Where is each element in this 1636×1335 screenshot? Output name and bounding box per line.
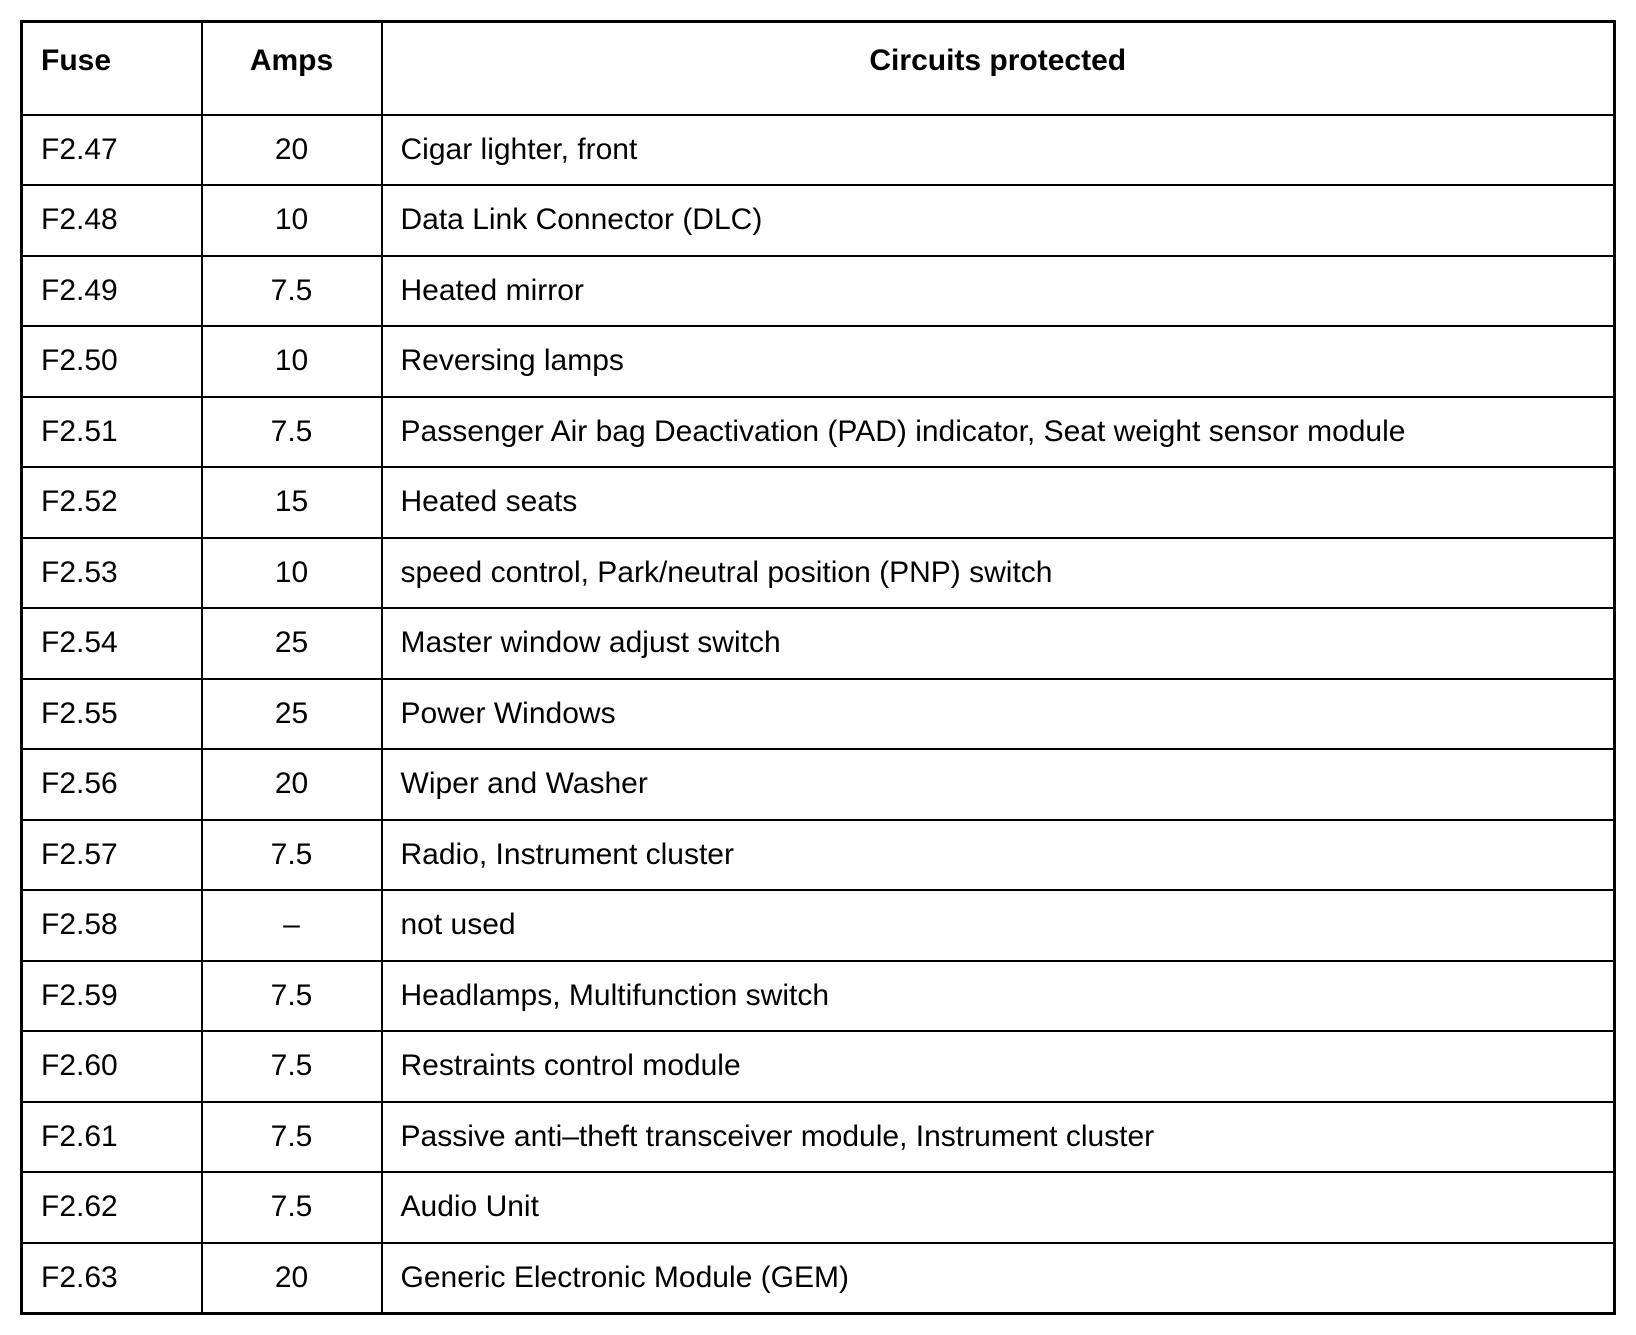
- cell-amps: 10: [202, 326, 382, 397]
- cell-circuits: Radio, Instrument cluster: [382, 820, 1615, 891]
- cell-circuits: Passenger Air bag Deactivation (PAD) ind…: [382, 397, 1615, 468]
- table-row: F2.5310speed control, Park/neutral posit…: [22, 538, 1615, 609]
- cell-amps: –: [202, 890, 382, 961]
- cell-circuits: Generic Electronic Module (GEM): [382, 1243, 1615, 1314]
- cell-fuse: F2.47: [22, 115, 202, 186]
- cell-fuse: F2.60: [22, 1031, 202, 1102]
- cell-circuits: Headlamps, Multifunction switch: [382, 961, 1615, 1032]
- cell-amps: 20: [202, 749, 382, 820]
- cell-amps: 7.5: [202, 961, 382, 1032]
- cell-circuits: Data Link Connector (DLC): [382, 185, 1615, 256]
- table-row: F2.5525Power Windows: [22, 679, 1615, 750]
- cell-fuse: F2.54: [22, 608, 202, 679]
- table-row: F2.597.5Headlamps, Multifunction switch: [22, 961, 1615, 1032]
- cell-fuse: F2.51: [22, 397, 202, 468]
- table-row: F2.6320Generic Electronic Module (GEM): [22, 1243, 1615, 1314]
- cell-amps: 25: [202, 679, 382, 750]
- cell-fuse: F2.53: [22, 538, 202, 609]
- table-row: F2.627.5Audio Unit: [22, 1172, 1615, 1243]
- fuse-table: Fuse Amps Circuits protected F2.4720Ciga…: [20, 20, 1616, 1315]
- column-header-fuse: Fuse: [22, 22, 202, 115]
- table-row: F2.5215Heated seats: [22, 467, 1615, 538]
- table-header: Fuse Amps Circuits protected: [22, 22, 1615, 115]
- cell-fuse: F2.52: [22, 467, 202, 538]
- table-row: F2.497.5Heated mirror: [22, 256, 1615, 327]
- cell-amps: 7.5: [202, 1172, 382, 1243]
- cell-amps: 7.5: [202, 820, 382, 891]
- cell-circuits: Heated seats: [382, 467, 1615, 538]
- cell-fuse: F2.63: [22, 1243, 202, 1314]
- table-row: F2.5425Master window adjust switch: [22, 608, 1615, 679]
- table-row: F2.5010Reversing lamps: [22, 326, 1615, 397]
- cell-fuse: F2.55: [22, 679, 202, 750]
- cell-circuits: Power Windows: [382, 679, 1615, 750]
- column-header-circuits: Circuits protected: [382, 22, 1615, 115]
- cell-amps: 7.5: [202, 397, 382, 468]
- table-row: F2.617.5Passive anti–theft transceiver m…: [22, 1102, 1615, 1173]
- cell-amps: 10: [202, 538, 382, 609]
- cell-amps: 7.5: [202, 1102, 382, 1173]
- cell-circuits: Restraints control module: [382, 1031, 1615, 1102]
- cell-fuse: F2.49: [22, 256, 202, 327]
- table-row: F2.4810Data Link Connector (DLC): [22, 185, 1615, 256]
- cell-amps: 15: [202, 467, 382, 538]
- cell-fuse: F2.50: [22, 326, 202, 397]
- cell-circuits: Cigar lighter, front: [382, 115, 1615, 186]
- table-row: F2.577.5Radio, Instrument cluster: [22, 820, 1615, 891]
- cell-circuits: Heated mirror: [382, 256, 1615, 327]
- table-row: F2.517.5Passenger Air bag Deactivation (…: [22, 397, 1615, 468]
- cell-amps: 10: [202, 185, 382, 256]
- cell-fuse: F2.58: [22, 890, 202, 961]
- cell-amps: 7.5: [202, 256, 382, 327]
- cell-amps: 25: [202, 608, 382, 679]
- cell-amps: 7.5: [202, 1031, 382, 1102]
- column-header-amps: Amps: [202, 22, 382, 115]
- cell-fuse: F2.61: [22, 1102, 202, 1173]
- cell-circuits: Reversing lamps: [382, 326, 1615, 397]
- cell-circuits: Wiper and Washer: [382, 749, 1615, 820]
- table-row: F2.4720Cigar lighter, front: [22, 115, 1615, 186]
- table-body: F2.4720Cigar lighter, frontF2.4810Data L…: [22, 115, 1615, 1314]
- cell-circuits: Audio Unit: [382, 1172, 1615, 1243]
- table-row: F2.58–not used: [22, 890, 1615, 961]
- cell-fuse: F2.48: [22, 185, 202, 256]
- cell-circuits: speed control, Park/neutral position (PN…: [382, 538, 1615, 609]
- cell-fuse: F2.59: [22, 961, 202, 1032]
- cell-amps: 20: [202, 1243, 382, 1314]
- cell-circuits: Passive anti–theft transceiver module, I…: [382, 1102, 1615, 1173]
- cell-fuse: F2.56: [22, 749, 202, 820]
- cell-amps: 20: [202, 115, 382, 186]
- cell-circuits: not used: [382, 890, 1615, 961]
- table-row: F2.607.5Restraints control module: [22, 1031, 1615, 1102]
- table-row: F2.5620Wiper and Washer: [22, 749, 1615, 820]
- cell-circuits: Master window adjust switch: [382, 608, 1615, 679]
- cell-fuse: F2.62: [22, 1172, 202, 1243]
- table-header-row: Fuse Amps Circuits protected: [22, 22, 1615, 115]
- cell-fuse: F2.57: [22, 820, 202, 891]
